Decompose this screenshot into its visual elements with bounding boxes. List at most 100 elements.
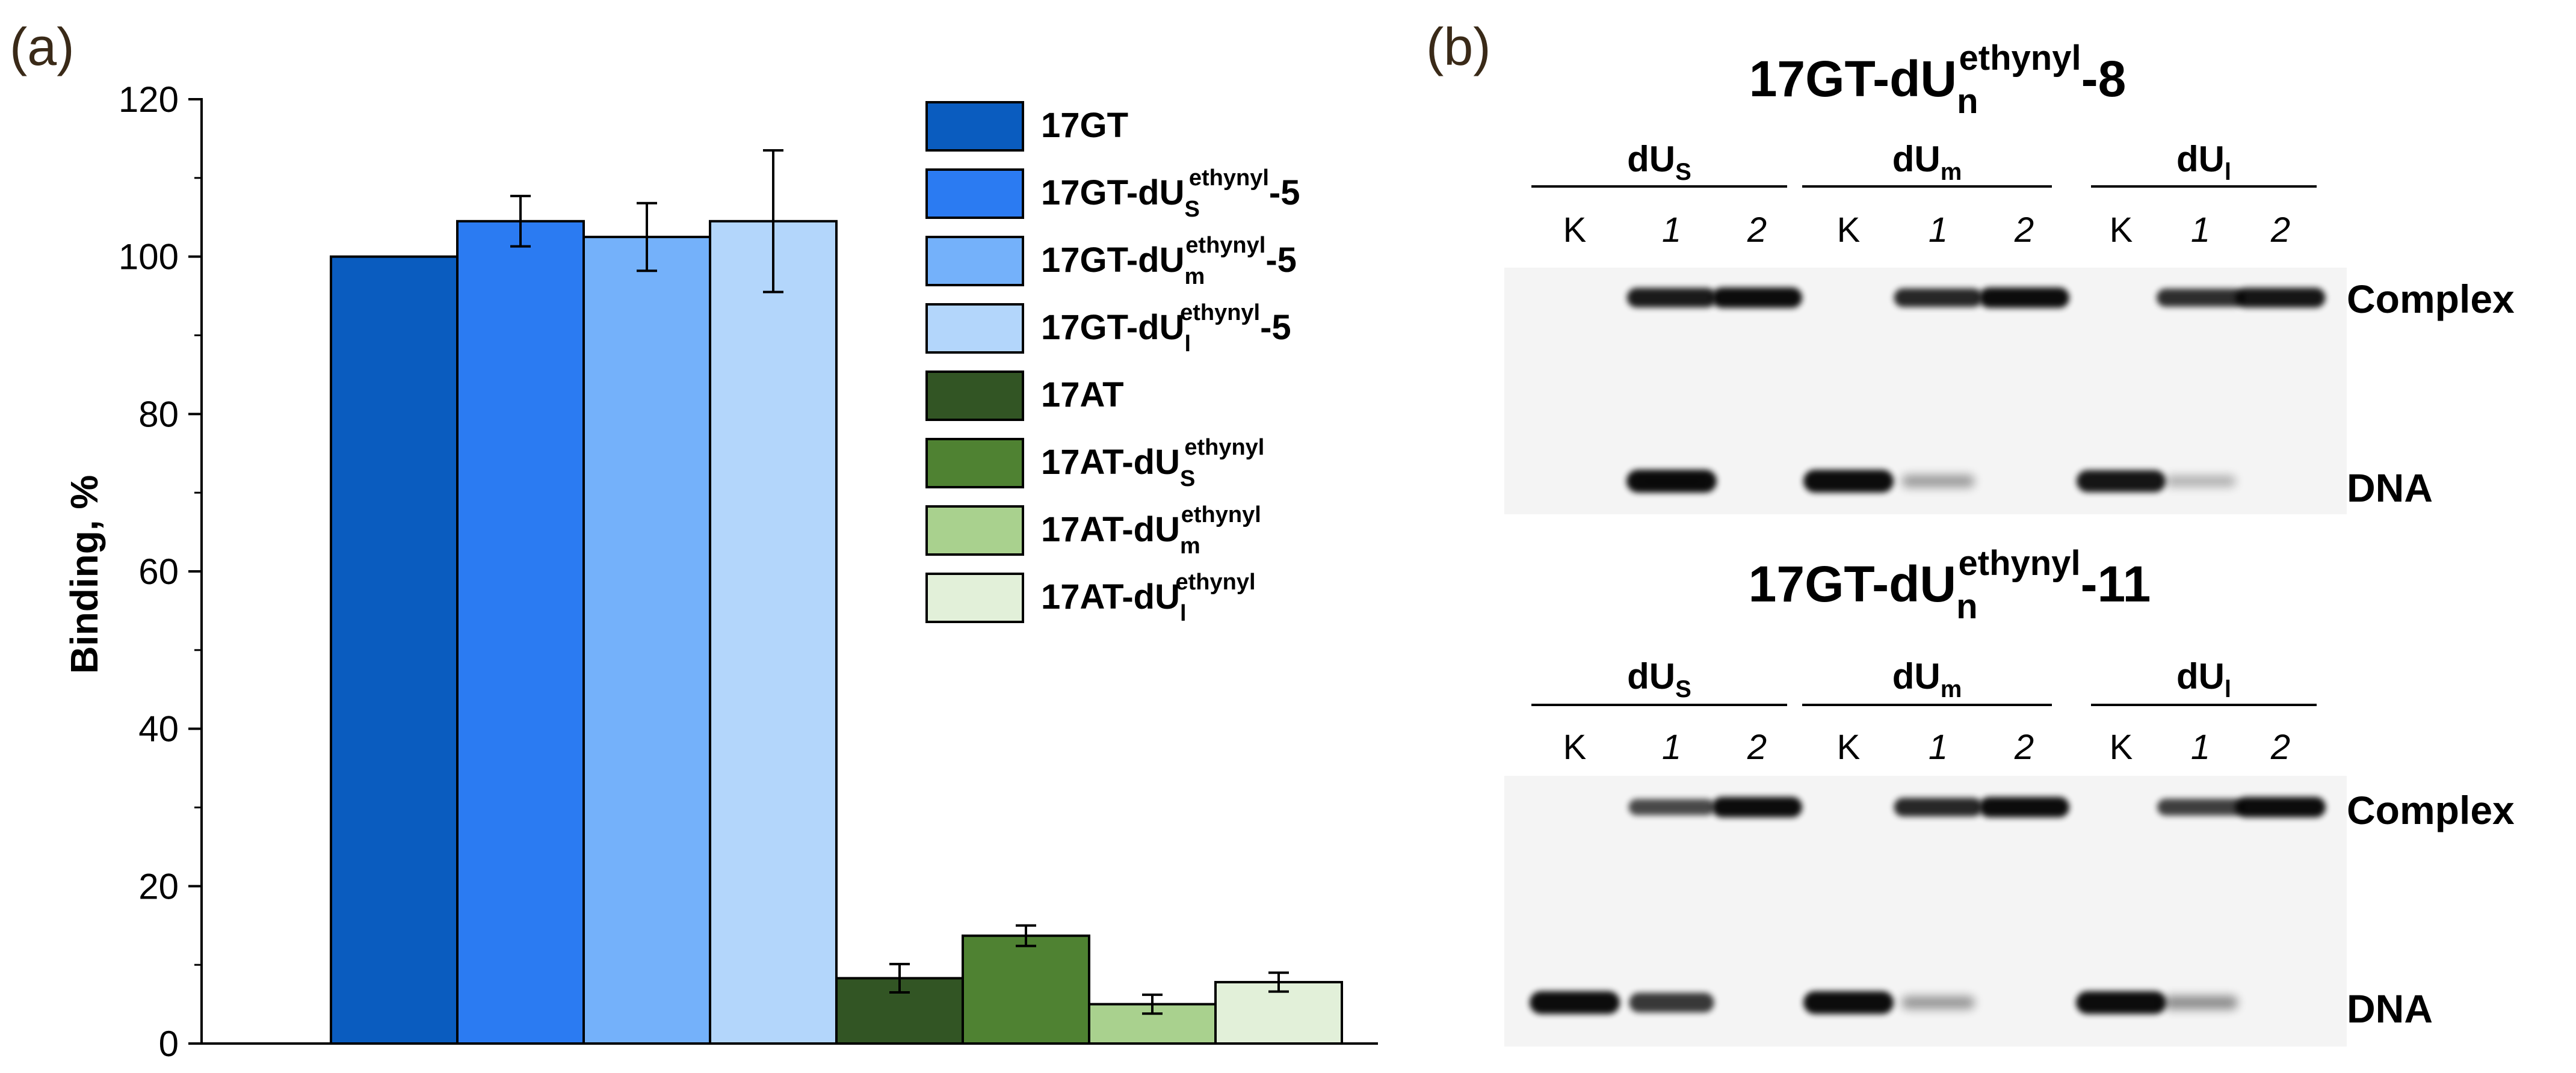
- bar-1: [330, 255, 459, 1045]
- y-tick-label: 60: [138, 552, 179, 592]
- lane-group-label: dUS: [1627, 139, 1691, 185]
- dna-band: [1901, 996, 1975, 1009]
- legend-swatch: [925, 370, 1024, 421]
- dna-band-label: DNA: [2347, 466, 2433, 510]
- gel-panels: 17GT-dUnethynyl-8 dUS K 1 2 dUm K 1 2 dUl K 1 2 Compl…: [1504, 38, 2515, 1047]
- complex-band: [2235, 287, 2326, 308]
- legend-item-3: 17GT-dUmethynyl-5: [925, 233, 1297, 289]
- gel-panel-1: 17GT-dUnethynyl-8 dUS K 1 2 dUm K 1 2 dUl K 1 2 Compl…: [1504, 38, 2515, 514]
- complex-band: [2235, 797, 2326, 817]
- lane-label: K: [1837, 728, 1861, 767]
- legend-label: 17GT: [1041, 106, 1128, 145]
- bar-4: [709, 220, 838, 1045]
- dna-band: [2077, 470, 2166, 493]
- dna-band: [2076, 991, 2166, 1014]
- complex-band: [1894, 798, 1983, 817]
- lane-label: 1: [2191, 728, 2210, 767]
- dna-band: [2163, 995, 2238, 1010]
- error-bar-6: [1016, 924, 1036, 947]
- legend-swatch: [925, 236, 1024, 286]
- error-bar-7: [1142, 993, 1163, 1015]
- legend-label: 17AT-dUSethynyl: [1041, 435, 1264, 491]
- lane-label: 2: [1747, 728, 1767, 767]
- legend-item-7: 17AT-dUmethynyl: [925, 502, 1261, 559]
- legend-item-5: 17AT: [925, 370, 1124, 421]
- gel-title: 17GT-dUnethynyl-8: [1749, 38, 2127, 121]
- lane-label: K: [2110, 211, 2133, 250]
- complex-band: [1979, 797, 2069, 817]
- complex-band: [1628, 799, 1715, 816]
- lane-label: K: [2110, 728, 2133, 767]
- y-tick-label: 40: [138, 709, 179, 749]
- legend-item-2: 17GT-dUSethynyl-5: [925, 165, 1300, 222]
- complex-band: [1894, 288, 1983, 307]
- lane-label: K: [1837, 211, 1861, 250]
- dna-band: [1530, 991, 1620, 1014]
- legend-label: 17AT-dUlethynyl: [1041, 570, 1256, 626]
- lane-group-label: dUl: [2176, 139, 2231, 185]
- legend-item-6: 17AT-dUSethynyl: [925, 435, 1264, 491]
- error-bar-8: [1268, 971, 1289, 993]
- legend-swatch: [925, 303, 1024, 354]
- legend-swatch: [925, 573, 1024, 623]
- panel-label-b: (b): [1426, 17, 1491, 76]
- dna-band-label: DNA: [2347, 986, 2433, 1031]
- error-bar-2: [510, 194, 531, 248]
- lane-label: 1: [1662, 211, 1681, 250]
- complex-band: [1712, 287, 1802, 308]
- dna-band: [2165, 475, 2236, 487]
- lane-label: 1: [1929, 211, 1948, 250]
- legend-label: 17AT-dUmethynyl: [1041, 502, 1261, 559]
- legend-label: 17GT-dUmethynyl-5: [1041, 233, 1297, 289]
- bar-2: [456, 220, 585, 1045]
- legend-label: 17AT: [1041, 375, 1124, 414]
- bar-3: [582, 235, 711, 1045]
- panel-label-a: (a): [10, 17, 75, 76]
- lane-label: K: [1563, 211, 1587, 250]
- lane-label: 2: [2270, 211, 2290, 250]
- legend-item-1: 17GT: [925, 101, 1128, 152]
- legend-item-8: 17AT-dUlethynyl: [925, 570, 1256, 626]
- dna-band: [1629, 992, 1714, 1013]
- lane-group-label: dUl: [2176, 656, 2231, 703]
- dna-band: [1803, 991, 1894, 1014]
- gel-title: 17GT-dUnethynyl-11: [1749, 544, 2151, 626]
- y-axis-label: Binding, %: [63, 475, 106, 674]
- bar-chart: 0 20 40 60 80 100 120 Binding, % 17GT 17GT-dUSe…: [63, 79, 1378, 1064]
- dna-band: [1637, 476, 1707, 487]
- error-bar-5: [889, 962, 910, 994]
- y-tick-label: 0: [159, 1024, 179, 1064]
- gel-panel-2: 17GT-dUnethynyl-11 dUS K 1 2 dUm K 1 2 dUl K 1 2 Comp…: [1504, 544, 2515, 1047]
- bar-6: [962, 934, 1090, 1045]
- y-tick-label: 120: [119, 79, 179, 120]
- legend-label: 17GT-dUlethynyl-5: [1041, 300, 1291, 357]
- lane-label: 2: [2014, 211, 2034, 250]
- error-bar-3: [637, 201, 657, 272]
- complex-band: [1626, 287, 1717, 308]
- legend-swatch: [925, 168, 1024, 219]
- lane-label: 2: [2270, 728, 2290, 767]
- y-tick-label: 80: [138, 394, 179, 434]
- lane-group-label: dUm: [1892, 139, 1962, 185]
- error-bar-4: [763, 149, 783, 294]
- y-tick-label: 100: [119, 237, 179, 277]
- lane-group-label: dUS: [1627, 656, 1691, 703]
- lane-label: 1: [1662, 728, 1681, 767]
- legend-label: 17GT-dUSethynyl-5: [1041, 165, 1300, 222]
- lane-label: 2: [1747, 211, 1767, 250]
- legend-swatch: [925, 505, 1024, 556]
- lane-group-label: dUm: [1892, 656, 1962, 703]
- dna-band: [1803, 470, 1894, 493]
- lane-label: 2: [2014, 728, 2034, 767]
- y-tick-label: 20: [138, 866, 179, 906]
- complex-band-label: Complex: [2347, 788, 2515, 832]
- lane-label: 1: [1929, 728, 1948, 767]
- complex-band: [1979, 287, 2069, 308]
- legend: 17GT 17GT-dUSethynyl-5 17GT-dUmethynyl-5 17…: [925, 101, 1300, 626]
- bars: [330, 220, 1343, 1045]
- legend-item-4: 17GT-dUlethynyl-5: [925, 300, 1291, 357]
- complex-band: [2157, 799, 2244, 816]
- lane-label: 1: [2191, 211, 2210, 250]
